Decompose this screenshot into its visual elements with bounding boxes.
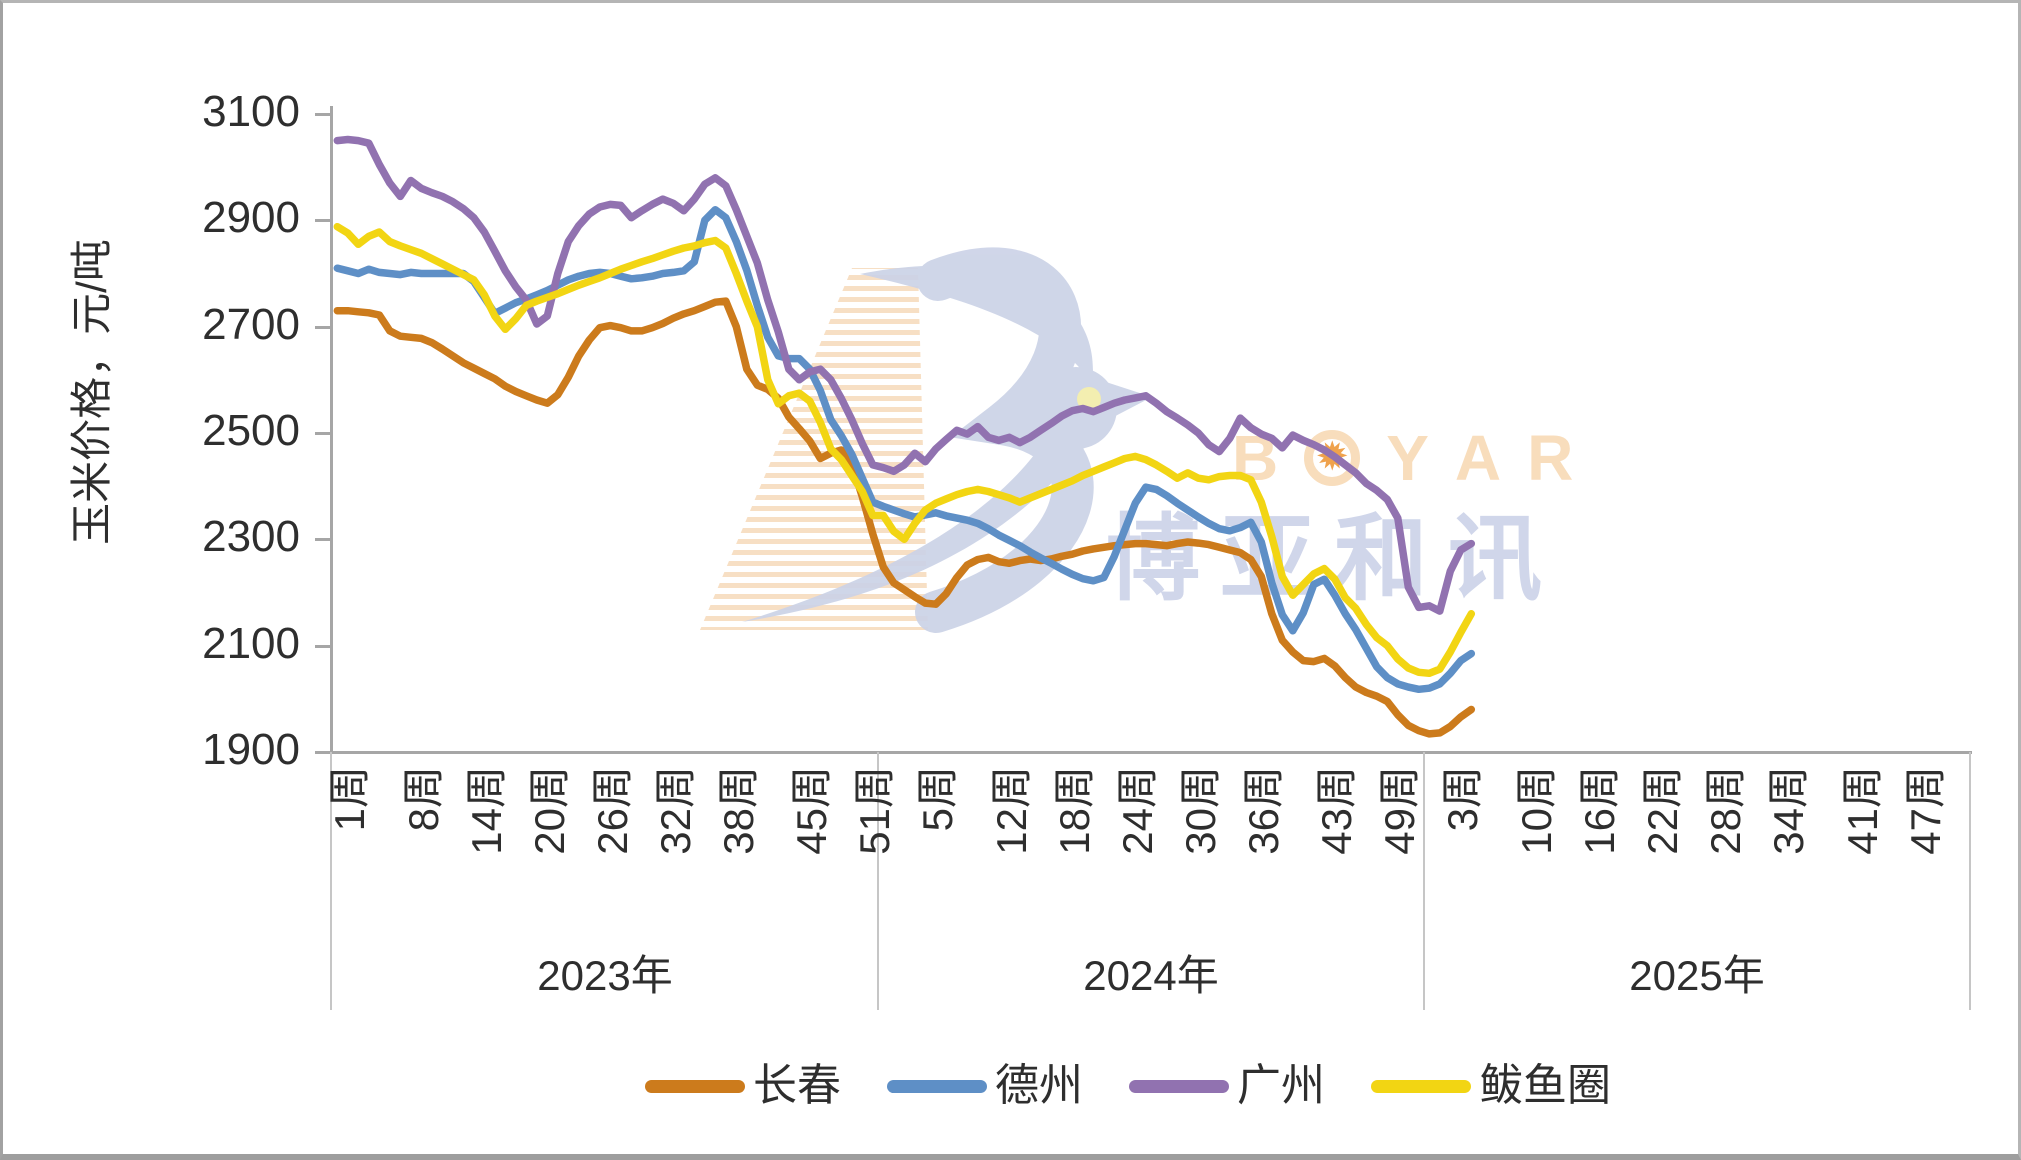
y-axis-line xyxy=(330,106,333,752)
x-tick-label: 49周 xyxy=(1376,766,1423,855)
y-axis-tick-label: 2900 xyxy=(202,193,300,242)
x-tick-label: 20周 xyxy=(526,766,573,855)
y-tick-mark xyxy=(315,645,331,648)
x-tick-label: 1周 xyxy=(326,766,373,832)
y-tick-mark xyxy=(315,751,331,754)
x-tick-label: 47周 xyxy=(1902,766,1949,855)
y-axis-tick-label: 2100 xyxy=(202,619,300,668)
y-tick-mark xyxy=(315,113,331,116)
price-line-长春 xyxy=(333,297,1476,738)
y-tick-mark xyxy=(315,219,331,222)
x-tick-label: 26周 xyxy=(589,766,636,855)
y-tick-mark xyxy=(315,538,331,541)
x-tick-label: 41周 xyxy=(1839,766,1886,855)
legend-swatch-dezhou xyxy=(887,1079,987,1093)
x-tick-label: 10周 xyxy=(1513,766,1560,855)
watermark-company-name: 博亚和讯 xyxy=(1106,506,1563,611)
legend-swatch-guangzhou xyxy=(1129,1079,1229,1093)
watermark-letter-r: R xyxy=(1527,422,1574,494)
y-axis-title: 玉米价格，元/吨 xyxy=(68,239,115,545)
x-tick-label: 22周 xyxy=(1639,766,1686,855)
x-tick-label: 16周 xyxy=(1576,766,1623,855)
year-separator xyxy=(330,752,332,1010)
x-tick-label: 32周 xyxy=(652,766,699,855)
x-tick-label: 8周 xyxy=(400,766,447,832)
y-axis-tick-label: 2700 xyxy=(202,300,300,349)
price-line-鲅鱼圈 xyxy=(333,222,1476,678)
y-axis-tick-label: 1900 xyxy=(202,725,300,774)
year-label-2025: 2025年 xyxy=(1629,952,1765,999)
legend-label-changchun: 长春 xyxy=(753,1061,841,1110)
y-tick-mark xyxy=(315,432,331,435)
watermark-letter-y: Y xyxy=(1386,422,1429,494)
legend-label-dezhou: 德州 xyxy=(995,1061,1083,1110)
legend-label-guangzhou: 广州 xyxy=(1237,1061,1325,1110)
y-axis-tick-label: 2500 xyxy=(202,406,300,455)
legend-item-guangzhou: 广州 xyxy=(1129,1061,1325,1110)
watermark-letter-a: A xyxy=(1454,422,1502,494)
x-tick-label: 51周 xyxy=(851,766,898,855)
x-tick-label: 30周 xyxy=(1177,766,1224,855)
price-line-广州 xyxy=(333,135,1476,615)
legend-swatch-bayuquan xyxy=(1371,1079,1471,1093)
legend-item-changchun: 长春 xyxy=(645,1061,841,1110)
x-axis-line xyxy=(330,751,1972,754)
x-tick-label: 43周 xyxy=(1313,766,1360,855)
x-tick-label: 36周 xyxy=(1240,766,1287,855)
x-tick-label: 14周 xyxy=(463,766,510,855)
year-label-2023: 2023年 xyxy=(537,952,673,999)
x-tick-label: 5周 xyxy=(914,766,961,832)
x-tick-label: 3周 xyxy=(1439,766,1486,832)
y-axis-tick-label: 2300 xyxy=(202,512,300,561)
x-tick-label: 24周 xyxy=(1114,766,1161,855)
watermark-brand: B ✹ Y A R xyxy=(1232,426,1573,490)
legend: 长春 德州 广州 鲅鱼圈 xyxy=(645,1061,1611,1110)
year-separator xyxy=(1423,752,1425,1010)
year-separator xyxy=(1969,752,1971,1010)
legend-item-dezhou: 德州 xyxy=(887,1061,1083,1110)
y-tick-mark xyxy=(315,326,331,329)
year-label-2024: 2024年 xyxy=(1083,952,1219,999)
price-line-德州 xyxy=(333,205,1476,694)
x-tick-label: 12周 xyxy=(988,766,1035,855)
legend-item-bayuquan: 鲅鱼圈 xyxy=(1371,1061,1611,1110)
x-tick-label: 28周 xyxy=(1702,766,1749,855)
legend-swatch-changchun xyxy=(645,1079,745,1093)
x-tick-label: 38周 xyxy=(715,766,762,855)
x-tick-label: 34周 xyxy=(1765,766,1812,855)
legend-label-bayuquan: 鲅鱼圈 xyxy=(1479,1061,1611,1110)
y-axis-tick-label: 3100 xyxy=(202,87,300,136)
x-tick-label: 18周 xyxy=(1051,766,1098,855)
year-separator xyxy=(877,752,879,1010)
x-tick-label: 45周 xyxy=(788,766,835,855)
